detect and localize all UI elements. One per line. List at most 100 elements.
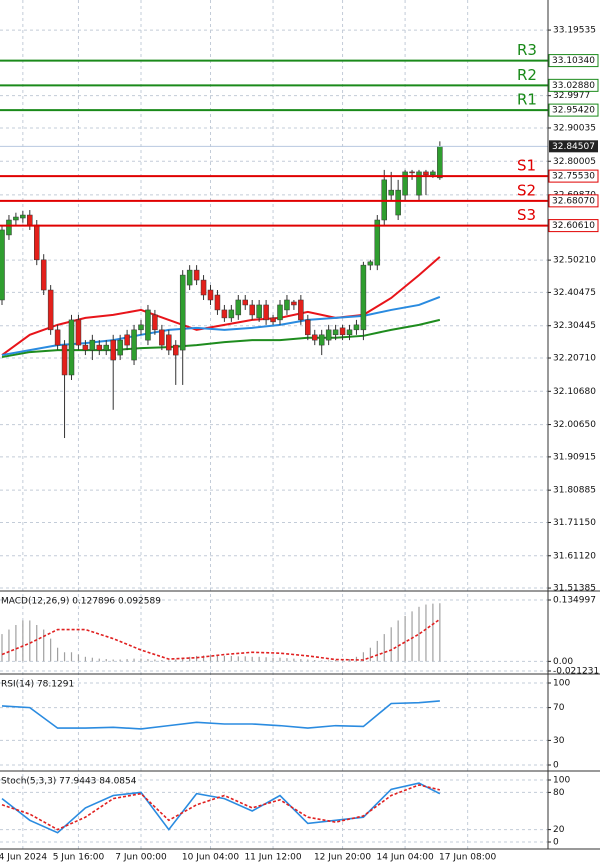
candle-body [256, 304, 262, 319]
candle-body [138, 324, 144, 331]
y-tick-label: 0.134997 [553, 596, 596, 606]
candle-body [103, 344, 109, 351]
y-tick-label: 33.19535 [553, 26, 596, 36]
candle-body [395, 189, 401, 216]
y-tick-label: 100 [553, 776, 570, 786]
y-tick-label: 32.10680 [553, 387, 596, 397]
y-tick-label: 80 [553, 788, 565, 798]
candle-body [430, 171, 436, 176]
candle-body [263, 304, 269, 321]
y-tick-label: 20 [553, 825, 565, 835]
candle-body [214, 294, 221, 311]
signal-line [1, 618, 441, 661]
y-tick-label: 70 [553, 703, 565, 713]
candle-body [367, 261, 374, 266]
indicator-line [1, 782, 441, 834]
y-tick-label: 31.51385 [553, 584, 596, 594]
x-tick-label: 14 Jun 04:00 [377, 853, 434, 863]
candle-body [423, 171, 429, 176]
candle-body [318, 334, 325, 346]
candle-body [249, 304, 255, 316]
indicator-line [1, 784, 441, 831]
candle-body [284, 299, 290, 311]
level-name: R3 [517, 41, 537, 59]
candle-body [416, 171, 422, 196]
candle-body [131, 329, 137, 361]
y-tick-label: 0 [553, 838, 559, 848]
moving-average [1, 256, 441, 356]
candle-body [145, 309, 151, 341]
candle-body [298, 299, 304, 321]
level-label-box [548, 194, 599, 208]
y-tick-label: 32.9977 [553, 91, 590, 101]
level-label-box [548, 219, 599, 233]
level-label: 32.68070 [552, 196, 595, 206]
candle-body [200, 279, 207, 296]
x-tick-label: 10 Jun 04:00 [182, 853, 239, 863]
candle-body [186, 269, 193, 286]
candle-body [339, 327, 346, 336]
candle-body [402, 171, 408, 196]
y-tick-label: 31.80885 [553, 486, 596, 496]
level-name: R2 [517, 66, 537, 84]
y-tick-label: 31.71150 [553, 518, 596, 528]
level-name: S1 [517, 157, 536, 175]
candle-body [166, 334, 172, 351]
candle-body [89, 339, 96, 351]
candle-body [221, 309, 228, 319]
level-label-box [548, 169, 599, 183]
candle-body [193, 269, 200, 281]
y-tick-label: 32.90035 [553, 123, 596, 133]
candle-body [47, 289, 54, 331]
x-tick-label: 11 Jun 12:00 [244, 853, 301, 863]
candle-body [207, 289, 214, 301]
x-tick-label: 4 Jun 2024 [0, 853, 47, 863]
candle-body [96, 344, 103, 351]
candle-body [61, 344, 68, 376]
y-tick-label: 32.40475 [553, 288, 596, 298]
candle-body [54, 329, 61, 346]
y-tick-label: 32.80005 [553, 157, 596, 167]
candle-body [346, 329, 353, 336]
candle-body [68, 319, 75, 376]
y-tick-label: 30 [553, 736, 565, 746]
x-tick-label: 12 Jun 20:00 [314, 853, 371, 863]
panel-title: RSI(14) 78.1291 [1, 680, 74, 690]
indicator-line [1, 700, 440, 730]
candle-body [353, 324, 360, 331]
level-name: R1 [517, 91, 537, 109]
level-label: 33.10340 [552, 56, 595, 66]
level-label-box [548, 103, 599, 117]
candle-body [332, 329, 339, 336]
candle-body [82, 344, 89, 351]
candle-body [0, 229, 5, 301]
candle-body [159, 329, 165, 346]
candle-body [20, 214, 26, 219]
candle-body [27, 214, 33, 226]
candle-body [110, 339, 116, 361]
y-tick-label: 32.30445 [553, 321, 596, 331]
candle-body [117, 339, 123, 356]
candle-body [270, 317, 276, 323]
candle-body [242, 299, 248, 306]
y-tick-label: -0.021231 [553, 667, 599, 677]
x-tick-label: 5 Jun 16:00 [53, 853, 105, 863]
y-tick-label: 31.90915 [553, 452, 596, 462]
level-name: S3 [517, 206, 536, 224]
y-tick-label: 32.20710 [553, 354, 596, 364]
candle-body [312, 334, 318, 341]
candle-body [437, 146, 443, 179]
y-tick-label: 100 [553, 679, 570, 689]
last-price-label: 32.84507 [552, 142, 595, 152]
candle-body [179, 274, 186, 351]
candle-body [173, 344, 179, 356]
level-label: 32.75530 [552, 172, 595, 182]
candle-body [34, 224, 40, 261]
candle-body [152, 314, 158, 331]
panel-title: Stoch(5,3,3) 77.9443 84.0854 [1, 777, 137, 787]
candle-body [235, 299, 242, 316]
level-label: 32.60610 [552, 221, 595, 231]
y-tick-label: 0 [553, 761, 559, 771]
level-label-box [548, 78, 599, 92]
